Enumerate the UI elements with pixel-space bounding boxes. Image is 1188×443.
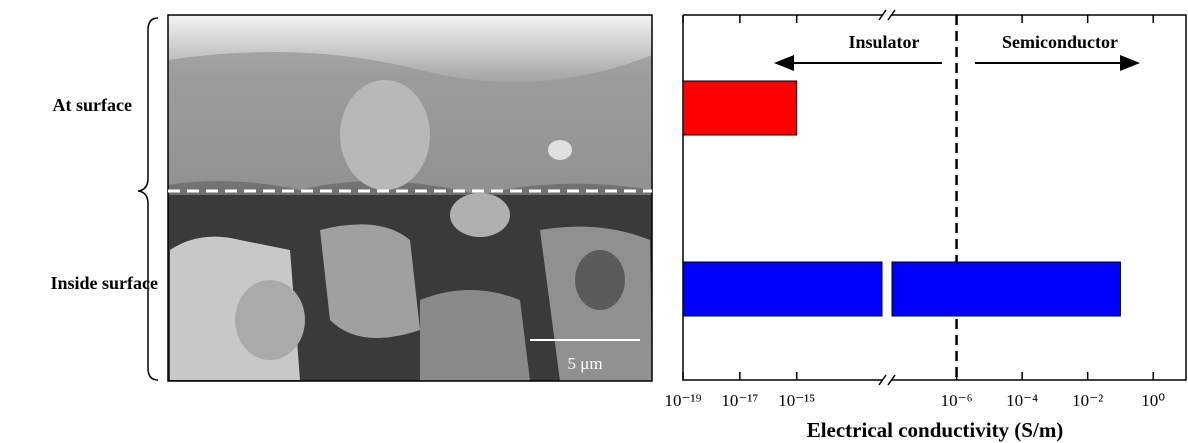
- x-tick-label: 10⁰: [1141, 391, 1165, 410]
- figure: 5 μm At surface Inside surface Insulator…: [0, 0, 1188, 443]
- x-tick-label: 10⁻¹⁹: [665, 391, 702, 410]
- bar: [683, 262, 882, 316]
- x-axis-label: Electrical conductivity (S/m): [807, 418, 1064, 442]
- x-tick-label: 10⁻¹⁷: [721, 391, 758, 410]
- x-tick-label: 10⁻¹⁵: [778, 391, 815, 410]
- annotation: Semiconductor: [1002, 32, 1118, 52]
- x-tick-label: 10⁻²: [1072, 391, 1103, 410]
- category-label: At surface: [53, 95, 132, 115]
- bar: [892, 262, 1120, 316]
- brace: [138, 18, 158, 380]
- annotation: Insulator: [848, 32, 919, 52]
- plot-frame: [683, 10, 1186, 385]
- sem-image: [168, 15, 652, 381]
- x-tick-label: 10⁻⁴: [1006, 391, 1038, 410]
- x-tick-label: 10⁻⁶: [941, 391, 973, 410]
- scale-bar-label: 5 μm: [567, 354, 602, 373]
- bar: [683, 81, 797, 135]
- category-label: Inside surface: [51, 273, 159, 293]
